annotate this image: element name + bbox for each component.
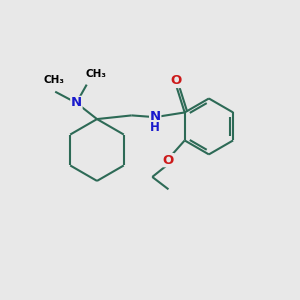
Text: N: N (150, 110, 161, 123)
Text: CH₃: CH₃ (85, 69, 106, 79)
Text: H: H (150, 121, 160, 134)
Text: N: N (71, 96, 82, 110)
Text: CH₃: CH₃ (43, 75, 64, 85)
Text: O: O (163, 154, 174, 167)
Text: O: O (170, 74, 182, 88)
